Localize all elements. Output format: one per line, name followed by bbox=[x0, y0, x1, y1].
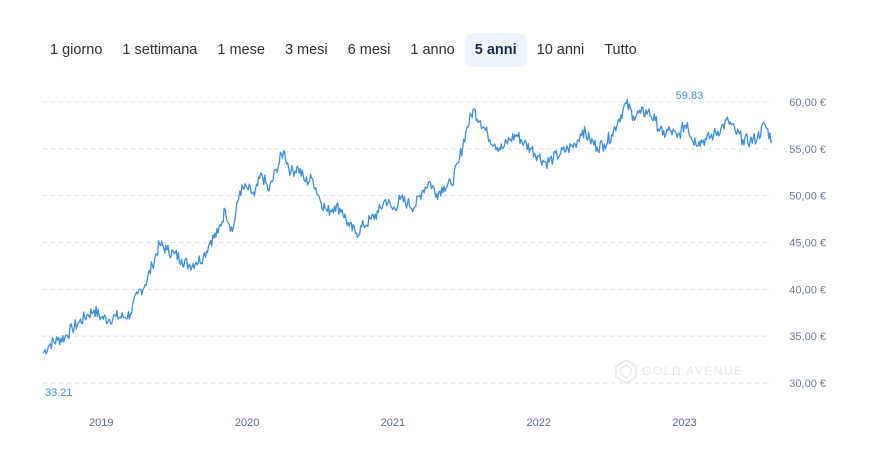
range-tab-1-mese[interactable]: 1 mese bbox=[217, 42, 265, 58]
x-tick-label: 2023 bbox=[672, 417, 696, 429]
range-tab-6-mesi[interactable]: 6 mesi bbox=[347, 42, 391, 58]
y-tick-label: 55,00 € bbox=[789, 144, 826, 156]
y-tick-label: 35,00 € bbox=[789, 331, 826, 343]
y-axis: 30,00 € 35,00 € 40,00 € 45,00 € 50,00 € 55,00… bbox=[789, 97, 826, 390]
y-tick-label: 60,00 € bbox=[789, 97, 826, 109]
annotations: 33.21 59.83 bbox=[45, 90, 703, 399]
range-tab-5-anni[interactable]: 5 anni bbox=[464, 33, 527, 67]
y-tick-label: 40,00 € bbox=[789, 284, 826, 296]
range-tab-3-mesi[interactable]: 3 mesi bbox=[284, 42, 328, 58]
range-tab-1-settimana[interactable]: 1 settimana bbox=[122, 42, 198, 58]
watermark-text: GOLD AVENUE bbox=[642, 364, 744, 378]
y-tick-label: 30,00 € bbox=[789, 378, 826, 390]
max-value-label: 59.83 bbox=[676, 90, 704, 102]
series-layer bbox=[42, 98, 773, 355]
range-tab-1-anno[interactable]: 1 anno bbox=[410, 42, 455, 58]
x-tick-label: 2022 bbox=[526, 417, 550, 429]
x-axis: 2019 2020 2021 2022 2023 bbox=[89, 417, 697, 429]
x-tick-label: 2020 bbox=[235, 417, 259, 429]
x-tick-label: 2021 bbox=[381, 417, 405, 429]
range-tab-10-anni[interactable]: 10 anni bbox=[536, 42, 585, 58]
range-tab-1-giorno[interactable]: 1 giorno bbox=[50, 42, 103, 58]
grid-lines bbox=[43, 101, 772, 384]
range-tab-tutto[interactable]: Tutto bbox=[604, 42, 637, 58]
min-value-label: 33.21 bbox=[45, 387, 73, 399]
y-tick-label: 50,00 € bbox=[789, 191, 826, 203]
range-selector: 1 giorno 1 settimana 1 mese 3 mesi 6 mesi 1 a… bbox=[40, 33, 647, 67]
y-tick-label: 45,00 € bbox=[789, 238, 826, 250]
price-series-line bbox=[42, 98, 773, 355]
x-tick-label: 2019 bbox=[89, 417, 113, 429]
watermark: GOLD AVENUE bbox=[615, 359, 744, 384]
